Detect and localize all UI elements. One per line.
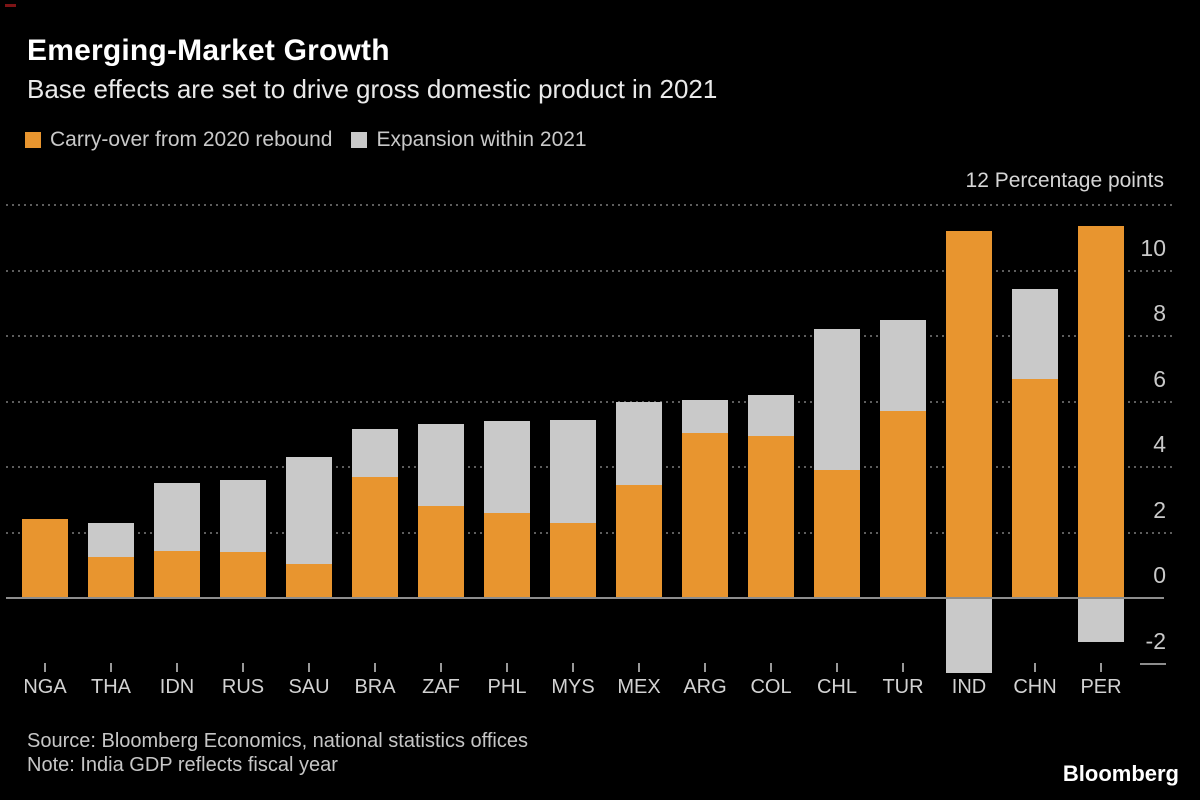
x-tick-mex — [638, 663, 640, 672]
source-text: Source: Bloomberg Economics, national st… — [27, 730, 528, 752]
bar-rus-carry-over — [220, 552, 266, 598]
bar-sau-carry-over — [286, 563, 332, 598]
bar-per-carry-over — [1078, 226, 1124, 598]
category-label-col: COL — [750, 676, 792, 698]
x-tick-tur — [902, 663, 904, 672]
bar-per-expansion — [1078, 598, 1124, 643]
bar-mex-expansion — [616, 401, 662, 485]
bar-chl-carry-over — [814, 470, 860, 598]
bar-tha-expansion — [88, 522, 134, 558]
y-tick-label-10: 10 — [1140, 234, 1166, 261]
category-label-rus: RUS — [221, 676, 265, 698]
category-label-ind: IND — [951, 676, 987, 698]
gridline-6 — [6, 400, 1172, 403]
y-tick-label-0: 0 — [1153, 562, 1166, 588]
category-label-sau: SAU — [288, 676, 330, 698]
category-label-chn: CHN — [1013, 676, 1057, 698]
zero-axis-line — [6, 597, 1164, 599]
legend-label: Expansion within 2021 — [376, 128, 587, 151]
x-tick-chn — [1034, 663, 1036, 672]
x-tick-phl — [506, 663, 508, 672]
gridline-10 — [6, 269, 1172, 272]
category-label-arg: ARG — [683, 676, 727, 698]
bloomberg-logo: Bloomberg — [1062, 761, 1179, 786]
bar-ind-expansion — [946, 598, 992, 674]
bar-mys-carry-over — [550, 522, 596, 598]
x-tick-tha — [110, 663, 112, 672]
x-tick-col — [770, 663, 772, 672]
bar-nga-carry-over — [22, 519, 68, 598]
bar-zaf-carry-over — [418, 506, 464, 598]
x-tick-per — [1100, 663, 1102, 672]
bar-arg-expansion — [682, 399, 728, 433]
page-title: Emerging-Market Growth — [27, 34, 390, 67]
x-tick-idn — [176, 663, 178, 672]
note-text: Note: India GDP reflects fiscal year — [27, 754, 338, 776]
bar-col-carry-over — [748, 435, 794, 598]
bar-mys-expansion — [550, 419, 596, 523]
category-label-zaf: ZAF — [422, 676, 460, 698]
category-label-idn: IDN — [159, 676, 195, 698]
y-tick-label-4: 4 — [1153, 431, 1166, 457]
bar-arg-carry-over — [682, 432, 728, 598]
category-label-nga: NGA — [23, 676, 67, 698]
bar-bra-expansion — [352, 429, 398, 477]
category-label-chl: CHL — [816, 676, 857, 698]
bar-mex-carry-over — [616, 485, 662, 598]
bar-tha-carry-over — [88, 557, 134, 598]
bar-zaf-expansion — [418, 424, 464, 507]
legend-label: Carry-over from 2020 rebound — [50, 128, 333, 151]
y-tick-label--2: -2 — [1145, 627, 1166, 654]
x-tick-chl — [836, 663, 838, 672]
y-tick-label-6: 6 — [1153, 365, 1166, 392]
bar-tur-expansion — [880, 319, 926, 412]
carry-over-swatch-icon — [25, 132, 41, 148]
bar-bra-carry-over — [352, 476, 398, 598]
gridline-8 — [6, 335, 1172, 337]
page-subtitle: Base effects are set to drive gross dome… — [27, 74, 718, 104]
bar-chn-expansion — [1012, 288, 1058, 379]
category-label-phl: PHL — [487, 676, 527, 698]
x-tick-nga — [44, 663, 46, 672]
category-label-mys: MYS — [551, 676, 595, 698]
x-tick-zaf — [440, 663, 442, 672]
minus2-tick — [1140, 662, 1166, 665]
bar-sau-expansion — [286, 457, 332, 564]
gridline-12 — [6, 204, 1172, 206]
bar-ind-carry-over — [946, 231, 992, 598]
x-tick-sau — [308, 663, 310, 672]
bar-idn-expansion — [154, 483, 200, 551]
legend-item-expansion: Expansion within 2021 — [351, 128, 587, 152]
bar-col-expansion — [748, 394, 794, 436]
category-label-mex: MEX — [617, 676, 661, 698]
bar-idn-carry-over — [154, 550, 200, 598]
legend: Carry-over from 2020 rebound Expansion w… — [25, 128, 587, 152]
expansion-swatch-icon — [351, 132, 368, 148]
corner-red-dash — [5, 4, 16, 7]
category-label-tha: THA — [91, 676, 131, 698]
x-tick-mys — [572, 663, 574, 672]
x-tick-rus — [242, 663, 244, 672]
x-tick-arg — [704, 663, 706, 672]
legend-item-carry-over: Carry-over from 2020 rebound — [25, 128, 332, 152]
y-tick-label-8: 8 — [1153, 300, 1166, 326]
category-label-tur: TUR — [882, 676, 924, 698]
bar-chn-carry-over — [1012, 378, 1058, 598]
bar-rus-expansion — [220, 480, 266, 553]
y-tick-label-2: 2 — [1153, 496, 1166, 523]
x-tick-bra — [374, 663, 376, 672]
bar-phl-carry-over — [484, 512, 530, 598]
category-label-per: PER — [1080, 676, 1122, 698]
bar-phl-expansion — [484, 421, 530, 513]
bar-tur-carry-over — [880, 411, 926, 598]
bar-chl-expansion — [814, 329, 860, 471]
y-axis-header: 12 Percentage points — [965, 169, 1164, 192]
category-label-bra: BRA — [354, 676, 396, 698]
